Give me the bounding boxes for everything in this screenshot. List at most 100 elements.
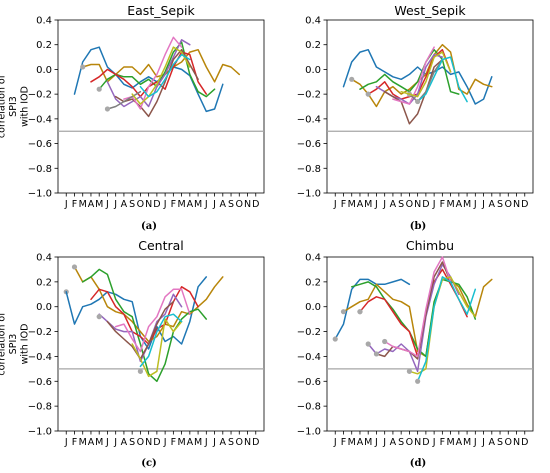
panel-3: 0.40.20.0−0.2−0.4−0.6−0.8−1.0J F M A M J J A S O N… [0, 238, 265, 469]
series-line [373, 261, 452, 360]
series-path [131, 318, 183, 378]
x-tick-label: J [163, 199, 167, 210]
y-tick-label: 0.4 [305, 253, 321, 264]
x-tick-label: J [333, 199, 337, 210]
x-tick-label: M [194, 199, 202, 210]
y-tick-label: −1.0 [297, 427, 321, 438]
x-tick-label: O [137, 437, 144, 448]
x-tick-label: J [481, 437, 485, 448]
start-point [415, 98, 421, 105]
y-tick-label: −0.6 [297, 139, 321, 150]
x-tick-label: J [113, 437, 117, 448]
series-line [332, 278, 411, 342]
x-tick-label: M [348, 437, 356, 448]
x-tick-label: S [497, 199, 503, 210]
series-path [334, 278, 411, 340]
series-line [342, 48, 493, 105]
x-tick-label: M [364, 437, 372, 448]
x-tick-label: J [105, 437, 109, 448]
x-tick-label: J [481, 199, 485, 210]
panel-2: 0.40.20.0−0.2−0.4−0.6−0.8−1.0J F M A M J J A S O N… [297, 3, 534, 232]
y-tick-label: −0.8 [297, 164, 321, 175]
x-tick-label: F [341, 199, 346, 210]
series-line [415, 56, 468, 105]
x-tick-label: M [79, 437, 87, 448]
x-tick-label: S [398, 199, 404, 210]
start-point [71, 264, 78, 270]
y-tick-label: −0.8 [28, 164, 52, 175]
start-point [365, 341, 371, 347]
series-line [131, 318, 183, 378]
x-tick-label: A [187, 199, 194, 210]
x-tick-label: O [406, 199, 413, 210]
x-tick-label: O [406, 437, 413, 448]
y-axis-label-line: SPI3 [8, 96, 19, 117]
x-tick-label: M [348, 199, 356, 210]
x-tick-label: N [513, 199, 520, 210]
x-tick-label: J [374, 437, 378, 448]
series-path [342, 278, 493, 358]
y-tick-label: 0.4 [305, 16, 321, 27]
series-line [114, 288, 191, 353]
x-tick-label: O [236, 437, 243, 448]
x-tick-label: M [446, 437, 454, 448]
series-line [137, 368, 143, 374]
y-tick-label: −0.6 [28, 139, 52, 150]
x-tick-label: F [72, 199, 77, 210]
panel-4: 0.40.20.0−0.2−0.4−0.6−0.8−1.0J F M A M J J A S O N… [297, 238, 534, 469]
series-path [114, 288, 191, 353]
series-path [342, 48, 493, 105]
y-tick-label: −0.6 [297, 377, 321, 388]
start-point [96, 86, 102, 92]
y-tick-label: −0.4 [297, 352, 321, 363]
x-tick-label: J [163, 437, 167, 448]
x-tick-label: A [390, 199, 397, 210]
panel-caption: (b) [410, 221, 426, 232]
series-path [408, 58, 444, 103]
x-tick-label: A [88, 437, 95, 448]
x-tick-label: F [440, 437, 445, 448]
series-line [81, 268, 208, 383]
y-axis-label-line: correlation of [0, 74, 8, 138]
series-path [114, 48, 199, 118]
x-tick-label: J [473, 437, 477, 448]
x-tick-label: O [505, 199, 512, 210]
x-tick-label: A [456, 437, 463, 448]
series-path [400, 51, 452, 98]
series-path [139, 313, 183, 368]
x-tick-label: A [88, 199, 95, 210]
y-tick-label: −0.4 [28, 352, 52, 363]
series-path [383, 58, 444, 125]
series-line [139, 313, 183, 368]
start-point [80, 64, 86, 70]
y-axis-label-line: SPI3 [8, 334, 19, 355]
x-tick-label: N [244, 199, 251, 210]
series-path [383, 256, 452, 358]
series-line [382, 256, 452, 358]
x-tick-label: J [212, 199, 216, 210]
y-tick-label: −0.8 [297, 402, 321, 413]
start-point [96, 314, 102, 320]
x-tick-label: J [105, 199, 109, 210]
y-axis-label-line: with IOD [20, 86, 31, 127]
x-tick-label: M [177, 199, 185, 210]
series-line [340, 278, 493, 358]
x-tick-label: S [398, 437, 404, 448]
y-tick-label: 0.2 [305, 40, 321, 51]
series-path [73, 46, 224, 113]
y-tick-label: −0.2 [297, 90, 321, 101]
start-point [406, 368, 412, 374]
y-axis-label-line: correlation of [0, 312, 8, 376]
x-tick-label: S [129, 199, 135, 210]
x-tick-label: M [446, 199, 454, 210]
x-tick-label: M [95, 199, 103, 210]
x-tick-label: J [432, 437, 436, 448]
x-tick-label: F [171, 199, 176, 210]
panel-title: East_Sepik [127, 3, 195, 18]
x-tick-label: M [463, 437, 471, 448]
series-path [65, 276, 208, 350]
x-tick-label: J [64, 199, 68, 210]
